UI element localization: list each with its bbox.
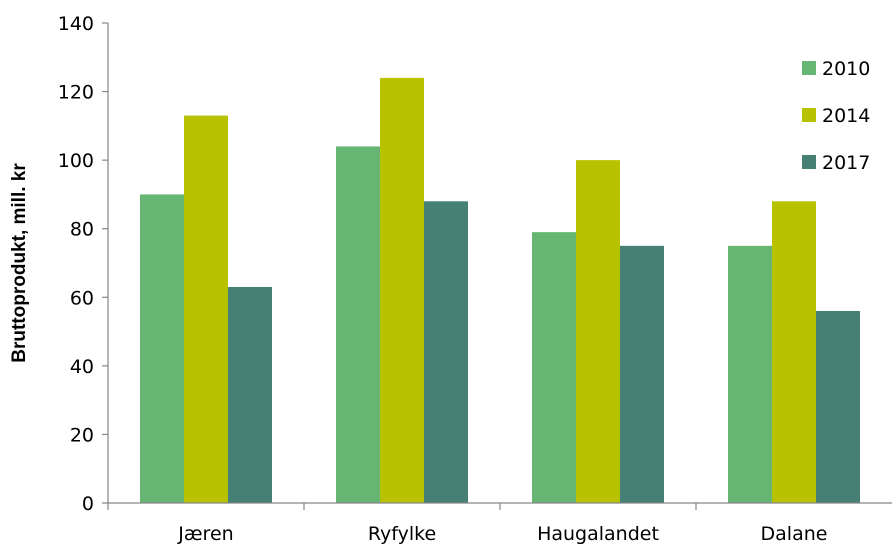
bar-2017-haugalandet <box>620 245 664 503</box>
y-tick-label: 40 <box>70 356 94 378</box>
bar-2014-ryfylke <box>380 77 424 503</box>
x-category-label: Ryfylke <box>368 523 436 545</box>
bar-2010-jæren <box>140 194 184 503</box>
legend: 2010 2014 2017 <box>802 58 870 174</box>
bar-2014-jæren <box>184 115 228 504</box>
x-category-label: Dalane <box>761 523 828 545</box>
y-tick-label: 120 <box>58 82 94 104</box>
bars <box>140 77 860 504</box>
x-category-label: Haugalandet <box>537 523 659 545</box>
legend-swatch-2017 <box>802 155 816 169</box>
y-tick-label: 0 <box>82 493 94 515</box>
bar-2014-haugalandet <box>576 160 620 503</box>
bar-2014-dalane <box>772 201 816 504</box>
legend-label-2017: 2017 <box>822 152 870 174</box>
y-tick-label: 100 <box>58 150 94 172</box>
legend-swatch-2014 <box>802 108 816 122</box>
bar-2010-ryfylke <box>336 146 380 503</box>
bar-2017-jæren <box>228 287 272 503</box>
y-tick-label: 80 <box>70 219 94 241</box>
y-axis-ticks: 0 20 40 60 80 100 120 140 <box>58 13 108 515</box>
y-axis-title: Bruttoprodukt, mill. kr <box>9 163 30 363</box>
bar-2010-haugalandet <box>532 232 576 503</box>
legend-swatch-2010 <box>802 61 816 75</box>
bar-2010-dalane <box>728 245 772 503</box>
y-tick-label: 20 <box>70 424 94 446</box>
y-tick-label: 140 <box>58 13 94 35</box>
bar-2017-dalane <box>816 311 860 503</box>
legend-label-2010: 2010 <box>822 58 870 80</box>
x-category-label: Jæren <box>177 523 233 545</box>
x-axis-ticks: Jæren Ryfylke Haugalandet Dalane <box>107 503 828 545</box>
legend-label-2014: 2014 <box>822 105 870 127</box>
y-tick-label: 60 <box>70 287 94 309</box>
bar-2017-ryfylke <box>424 201 468 504</box>
